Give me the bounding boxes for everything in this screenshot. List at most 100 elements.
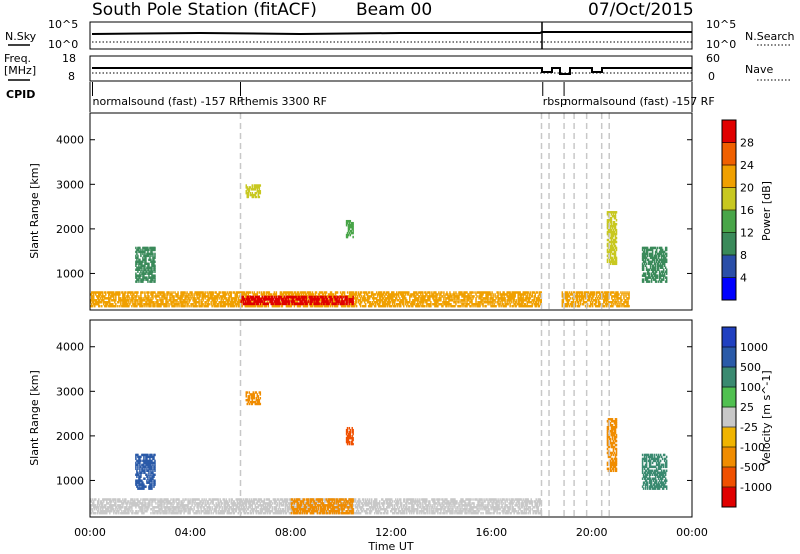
data-cell (256, 184, 259, 187)
data-cell (188, 511, 190, 515)
data-cell (500, 293, 502, 296)
data-cell (154, 506, 156, 509)
data-cell (426, 304, 428, 308)
data-cell (462, 304, 464, 308)
data-cell (303, 300, 305, 303)
data-cell (394, 302, 396, 306)
data-cell (447, 295, 449, 298)
data-cell (227, 293, 229, 296)
data-cell (606, 238, 609, 242)
data-cell (219, 509, 221, 513)
data-cell (504, 297, 506, 300)
freq-line (92, 67, 692, 75)
data-cell (141, 297, 143, 300)
data-cell (216, 295, 218, 298)
data-cell (153, 268, 155, 271)
data-cell (269, 295, 272, 298)
data-cell (176, 299, 178, 302)
data-cell (620, 291, 622, 294)
data-cell (256, 304, 259, 308)
data-cell (581, 293, 584, 296)
data-cell (578, 295, 581, 298)
data-cell (330, 295, 332, 299)
data-cell (645, 280, 648, 283)
data-cell (512, 297, 514, 300)
data-cell (232, 291, 234, 294)
data-cell (141, 304, 143, 308)
data-cell (150, 297, 152, 300)
data-cell (223, 293, 225, 296)
data-cell (98, 498, 100, 501)
data-cell (460, 291, 462, 294)
data-cell (161, 498, 163, 501)
data-cell (236, 500, 238, 503)
data-cell (532, 299, 534, 302)
data-cell (222, 301, 224, 304)
data-cell (651, 274, 654, 277)
data-cell (589, 304, 592, 308)
data-cell (349, 291, 352, 294)
data-cell (615, 258, 618, 262)
data-cell (230, 506, 232, 509)
data-cell (137, 268, 139, 271)
data-cell (605, 295, 607, 298)
data-cell (391, 291, 393, 294)
data-cell (454, 297, 456, 300)
data-cell (125, 302, 127, 306)
data-cell (420, 293, 422, 296)
data-cell (607, 215, 610, 218)
data-cell (577, 301, 580, 304)
data-cell (199, 291, 201, 294)
data-cell (116, 511, 118, 515)
data-cell (273, 502, 276, 505)
data-cell (564, 293, 567, 296)
data-cell (150, 304, 152, 308)
data-cell (213, 498, 215, 501)
data-cell (150, 246, 152, 250)
data-cell (152, 270, 154, 273)
data-cell (153, 256, 155, 260)
data-cell (264, 502, 267, 505)
station-title: South Pole Station (fitACF) (92, 0, 317, 20)
data-cell (305, 300, 307, 303)
data-cell (599, 297, 602, 300)
freq-label-2: [MHz] (4, 64, 36, 77)
data-cell (185, 297, 187, 300)
data-cell (232, 302, 234, 306)
data-cell (413, 293, 415, 296)
data-cell (125, 500, 127, 503)
data-cell (147, 293, 149, 296)
data-cell (250, 508, 253, 511)
data-cell (164, 502, 166, 505)
data-cell (570, 293, 573, 296)
data-cell (182, 508, 184, 511)
data-cell (440, 299, 442, 302)
data-cell (461, 293, 463, 296)
data-cell (435, 293, 437, 296)
data-cell (615, 260, 618, 264)
data-cell (214, 301, 216, 304)
data-cell (164, 498, 166, 501)
data-cell (153, 280, 155, 283)
data-cell (242, 498, 245, 501)
data-cell (578, 299, 581, 302)
data-cell (658, 274, 661, 277)
data-cell (228, 291, 230, 294)
data-cell (435, 295, 437, 298)
data-cell (597, 295, 600, 298)
data-cell (142, 299, 144, 302)
data-cell (661, 270, 664, 273)
data-cell (159, 304, 161, 308)
data-cell (147, 266, 149, 270)
data-cell (227, 511, 229, 515)
data-cell (643, 262, 646, 266)
data-cell (230, 500, 232, 503)
data-cell (364, 297, 367, 300)
data-cell (432, 295, 434, 298)
data-cell (254, 184, 257, 187)
data-cell (284, 293, 287, 296)
data-cell (268, 506, 271, 509)
data-cell (231, 504, 233, 507)
data-cell (135, 274, 137, 277)
data-cell (598, 297, 601, 300)
